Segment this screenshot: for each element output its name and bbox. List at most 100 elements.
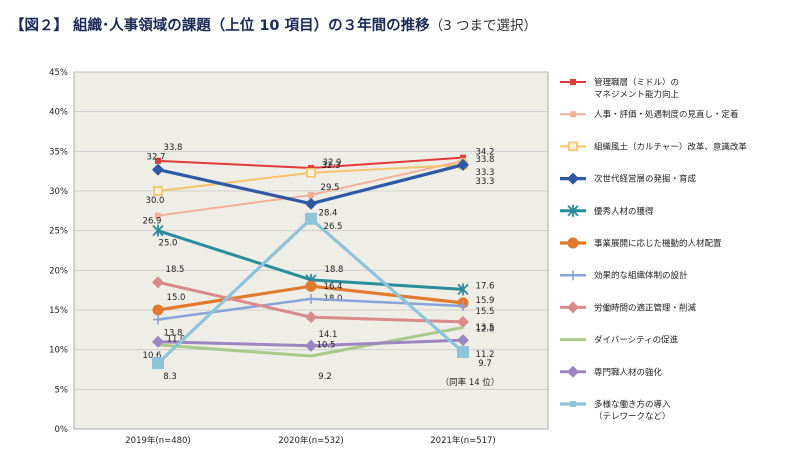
y-tick-label: 20% xyxy=(49,266,68,276)
data-point xyxy=(306,167,316,178)
data-label: 15.0 xyxy=(167,293,186,303)
legend-label: 効果的な組織体制の設計 xyxy=(594,270,688,281)
y-tick-label: 25% xyxy=(49,227,68,237)
data-point xyxy=(568,141,578,152)
data-label: 18.5 xyxy=(166,265,185,275)
data-point xyxy=(306,293,316,304)
data-point xyxy=(568,270,578,281)
data-label: 9.2 xyxy=(318,372,332,382)
data-point xyxy=(152,304,164,316)
series: 13.8 16.4 15.5 xyxy=(153,282,494,339)
series: 8.3 26.5 9.7 xyxy=(152,212,492,382)
data-label: 15.5 xyxy=(476,307,495,317)
data-point xyxy=(308,191,314,198)
series: 32.7 28.4 33.3 xyxy=(147,153,495,219)
data-point xyxy=(305,197,317,210)
plot-area xyxy=(73,71,549,430)
legend-label: 人事・評価・処遇制度の見直し・定着 xyxy=(594,109,739,120)
data-point xyxy=(155,157,161,164)
legend-item: 次世代経営層の発掘・育成 xyxy=(560,172,697,185)
data-label: 32.3 xyxy=(322,161,341,171)
data-label: 30.0 xyxy=(146,196,165,206)
x-tick-label: 2020年(n=532) xyxy=(278,435,344,446)
legend-item: 多様な働き方の導入（テレワークなど） xyxy=(560,399,671,422)
data-label: 11.0 xyxy=(167,335,186,345)
data-point xyxy=(457,334,469,347)
data-label: 10.5 xyxy=(317,341,336,351)
data-label: 26.9 xyxy=(143,217,162,227)
data-point xyxy=(458,301,468,312)
legend-item: 人事・評価・処遇制度の見直し・定着 xyxy=(560,109,739,120)
data-point xyxy=(567,172,579,185)
data-point xyxy=(457,158,469,171)
data-label: 17.6 xyxy=(476,281,495,291)
data-label: 8.3 xyxy=(163,372,177,382)
y-tick-label: 40% xyxy=(49,108,68,118)
series: 11.0 10.5 11.2 xyxy=(152,334,494,360)
data-label: 29.5 xyxy=(321,183,340,193)
data-point xyxy=(570,79,576,85)
data-label: 18.8 xyxy=(325,265,344,275)
legend-label: 事業展開に応じた機動的人材配置 xyxy=(594,238,722,249)
data-point xyxy=(152,276,164,289)
series: 10.6 9.2 12.8 xyxy=(143,324,495,382)
chart-title-sub: （3 つまで選択） xyxy=(429,18,537,34)
legend-item: 組織風土（カルチャー）改革、意識改革 xyxy=(560,141,747,152)
legend-label: 次世代経営層の発掘・育成 xyxy=(594,174,697,185)
data-label: 32.9 xyxy=(323,158,342,168)
data-point xyxy=(152,335,164,348)
x-tick-label: 2019年(n=480) xyxy=(125,435,191,446)
legend-label: 優秀人材の獲得 xyxy=(594,206,654,217)
y-tick-label: 45% xyxy=(49,68,68,78)
data-label: 26.5 xyxy=(324,222,343,232)
data-label: 32.7 xyxy=(147,153,166,163)
y-tick-label: 5% xyxy=(55,385,69,395)
data-label: 33.3 xyxy=(476,177,495,187)
series: 18.5 14.1 13.5 xyxy=(152,265,494,340)
data-label: 11.2 xyxy=(476,350,495,360)
data-point xyxy=(305,311,317,324)
legend-label: 管理職層（ミドル）の xyxy=(594,77,679,88)
legend-label: 専門職人材の強化 xyxy=(594,367,663,378)
data-point xyxy=(570,401,576,407)
data-label: 9.7 xyxy=(478,359,492,369)
data-point xyxy=(305,212,317,225)
data-point xyxy=(570,111,576,118)
legend-label: 多様な働き方の導入 xyxy=(594,399,671,410)
x-tick-label: 2021年(n=517) xyxy=(430,435,496,446)
legend-item: 優秀人材の獲得 xyxy=(560,204,654,217)
data-label: 12.8 xyxy=(476,324,495,334)
data-point xyxy=(460,154,466,161)
data-label: 33.8 xyxy=(164,143,183,153)
legend-item: 事業展開に応じた機動的人材配置 xyxy=(560,237,722,249)
data-label: 15.9 xyxy=(476,296,495,306)
series-line xyxy=(157,325,464,358)
legend-label: 組織風土（カルチャー）改革、意識改革 xyxy=(594,141,747,152)
data-label: 33.3 xyxy=(476,168,495,178)
data-point xyxy=(152,163,164,176)
series: 25.0 18.8 17.6 xyxy=(152,224,495,296)
data-label: 28.4 xyxy=(319,209,338,219)
legend-item: 労働時間の適正管理・削減 xyxy=(560,301,697,314)
legend-label: 労働時間の適正管理・削減 xyxy=(594,302,697,313)
data-point xyxy=(153,314,163,325)
legend-label: （テレワークなど） xyxy=(594,411,671,422)
legend-item: 効果的な組織体制の設計 xyxy=(560,270,688,281)
legend-label: ダイバーシティの促進 xyxy=(594,335,679,346)
data-label: 14.1 xyxy=(319,330,338,340)
data-label: 34.2 xyxy=(476,148,495,158)
data-point xyxy=(567,301,579,314)
data-point xyxy=(305,339,317,352)
legend-item: ダイバーシティの促進 xyxy=(560,335,679,346)
data-label: 10.6 xyxy=(143,351,162,361)
y-tick-label: 10% xyxy=(49,346,68,356)
data-point xyxy=(457,283,469,296)
data-label: 13.8 xyxy=(164,329,183,339)
legend-item: 専門職人材の強化 xyxy=(560,365,663,378)
data-point xyxy=(457,346,469,359)
data-point xyxy=(153,186,163,196)
y-tick-label: 35% xyxy=(49,147,68,157)
series: 15.0 18.0 15.9 xyxy=(152,280,495,316)
rank-note: （同率 14 位） xyxy=(441,377,500,388)
data-label: 16.4 xyxy=(324,282,343,292)
